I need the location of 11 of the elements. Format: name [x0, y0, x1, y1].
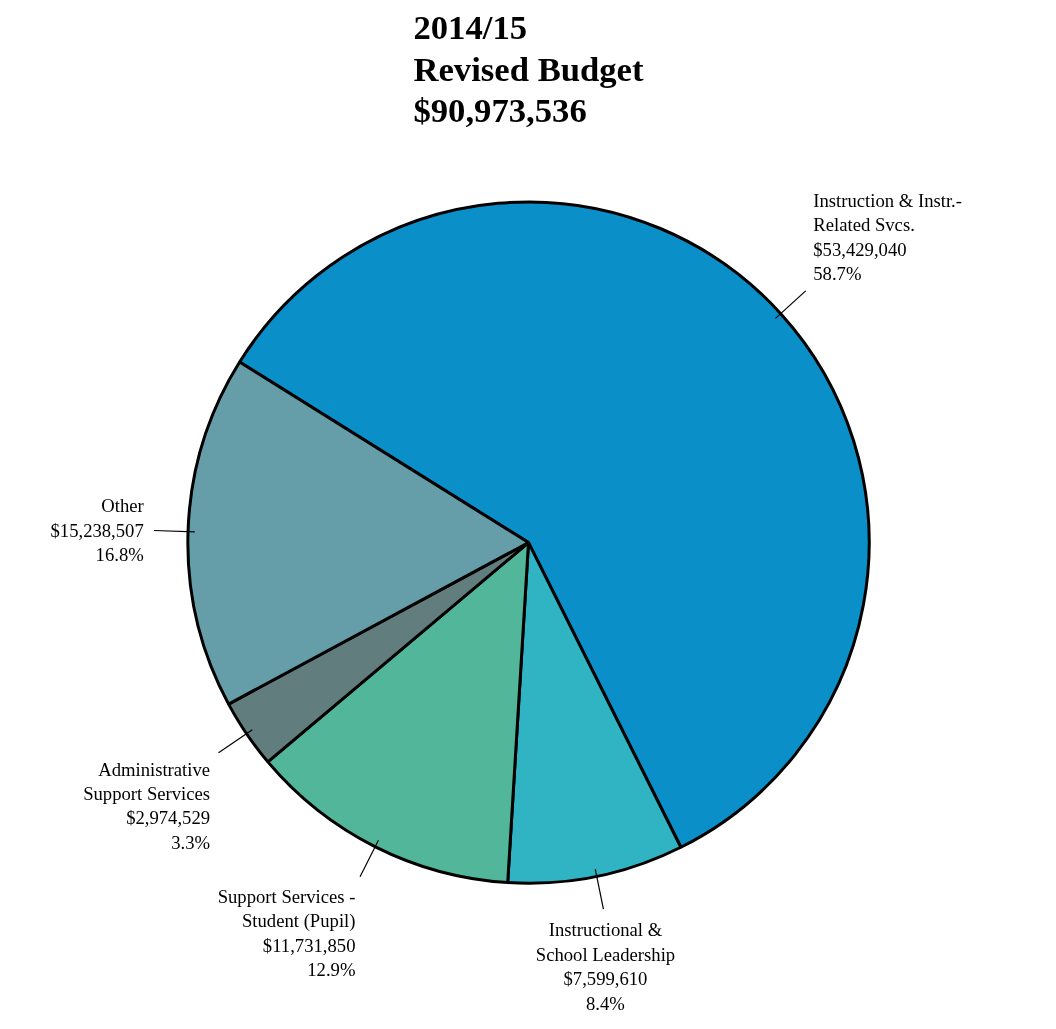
slice-label: Support Services - Student (Pupil)	[217, 885, 356, 933]
chart-title: 2014/15 Revised Budget $90,973,536	[413, 7, 644, 130]
data-label: $53,429,040 58.7%	[813, 238, 907, 285]
data-label: $15,238,507 16.8%	[50, 519, 144, 566]
slice-label: Instructional & School Leadership	[535, 919, 676, 965]
slice-label: Instruction & Instr.- Related Svcs.	[813, 189, 962, 236]
data-label: $2,974,529 3.3%	[126, 807, 211, 853]
slice-label: Administrative Support Services	[83, 758, 211, 805]
slice-label: Other	[101, 495, 145, 517]
data-label: $7,599,610 8.4%	[563, 968, 648, 1014]
data-label: $11,731,850 12.9%	[262, 934, 356, 981]
